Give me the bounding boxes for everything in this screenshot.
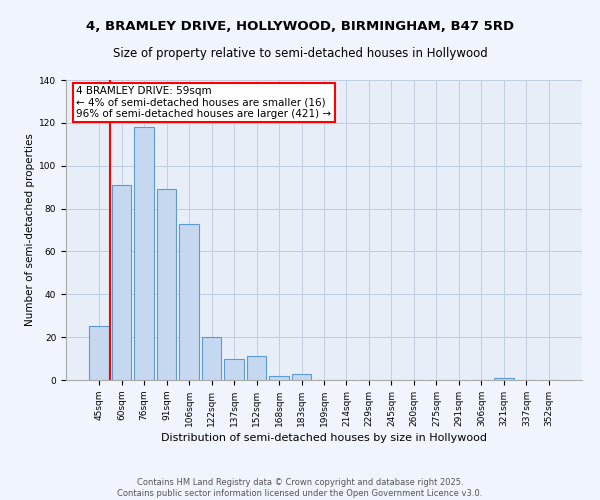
Bar bbox=[157, 190, 176, 380]
X-axis label: Distribution of semi-detached houses by size in Hollywood: Distribution of semi-detached houses by … bbox=[161, 433, 487, 443]
Bar bbox=[247, 356, 266, 380]
Bar bbox=[494, 378, 514, 380]
Y-axis label: Number of semi-detached properties: Number of semi-detached properties bbox=[25, 134, 35, 326]
Bar bbox=[269, 376, 289, 380]
Text: Size of property relative to semi-detached houses in Hollywood: Size of property relative to semi-detach… bbox=[113, 48, 487, 60]
Bar bbox=[89, 326, 109, 380]
Text: 4, BRAMLEY DRIVE, HOLLYWOOD, BIRMINGHAM, B47 5RD: 4, BRAMLEY DRIVE, HOLLYWOOD, BIRMINGHAM,… bbox=[86, 20, 514, 33]
Bar bbox=[134, 127, 154, 380]
Bar bbox=[224, 358, 244, 380]
Bar bbox=[202, 337, 221, 380]
Bar bbox=[112, 185, 131, 380]
Bar bbox=[179, 224, 199, 380]
Bar bbox=[292, 374, 311, 380]
Text: Contains HM Land Registry data © Crown copyright and database right 2025.
Contai: Contains HM Land Registry data © Crown c… bbox=[118, 478, 482, 498]
Text: 4 BRAMLEY DRIVE: 59sqm
← 4% of semi-detached houses are smaller (16)
96% of semi: 4 BRAMLEY DRIVE: 59sqm ← 4% of semi-deta… bbox=[76, 86, 331, 119]
